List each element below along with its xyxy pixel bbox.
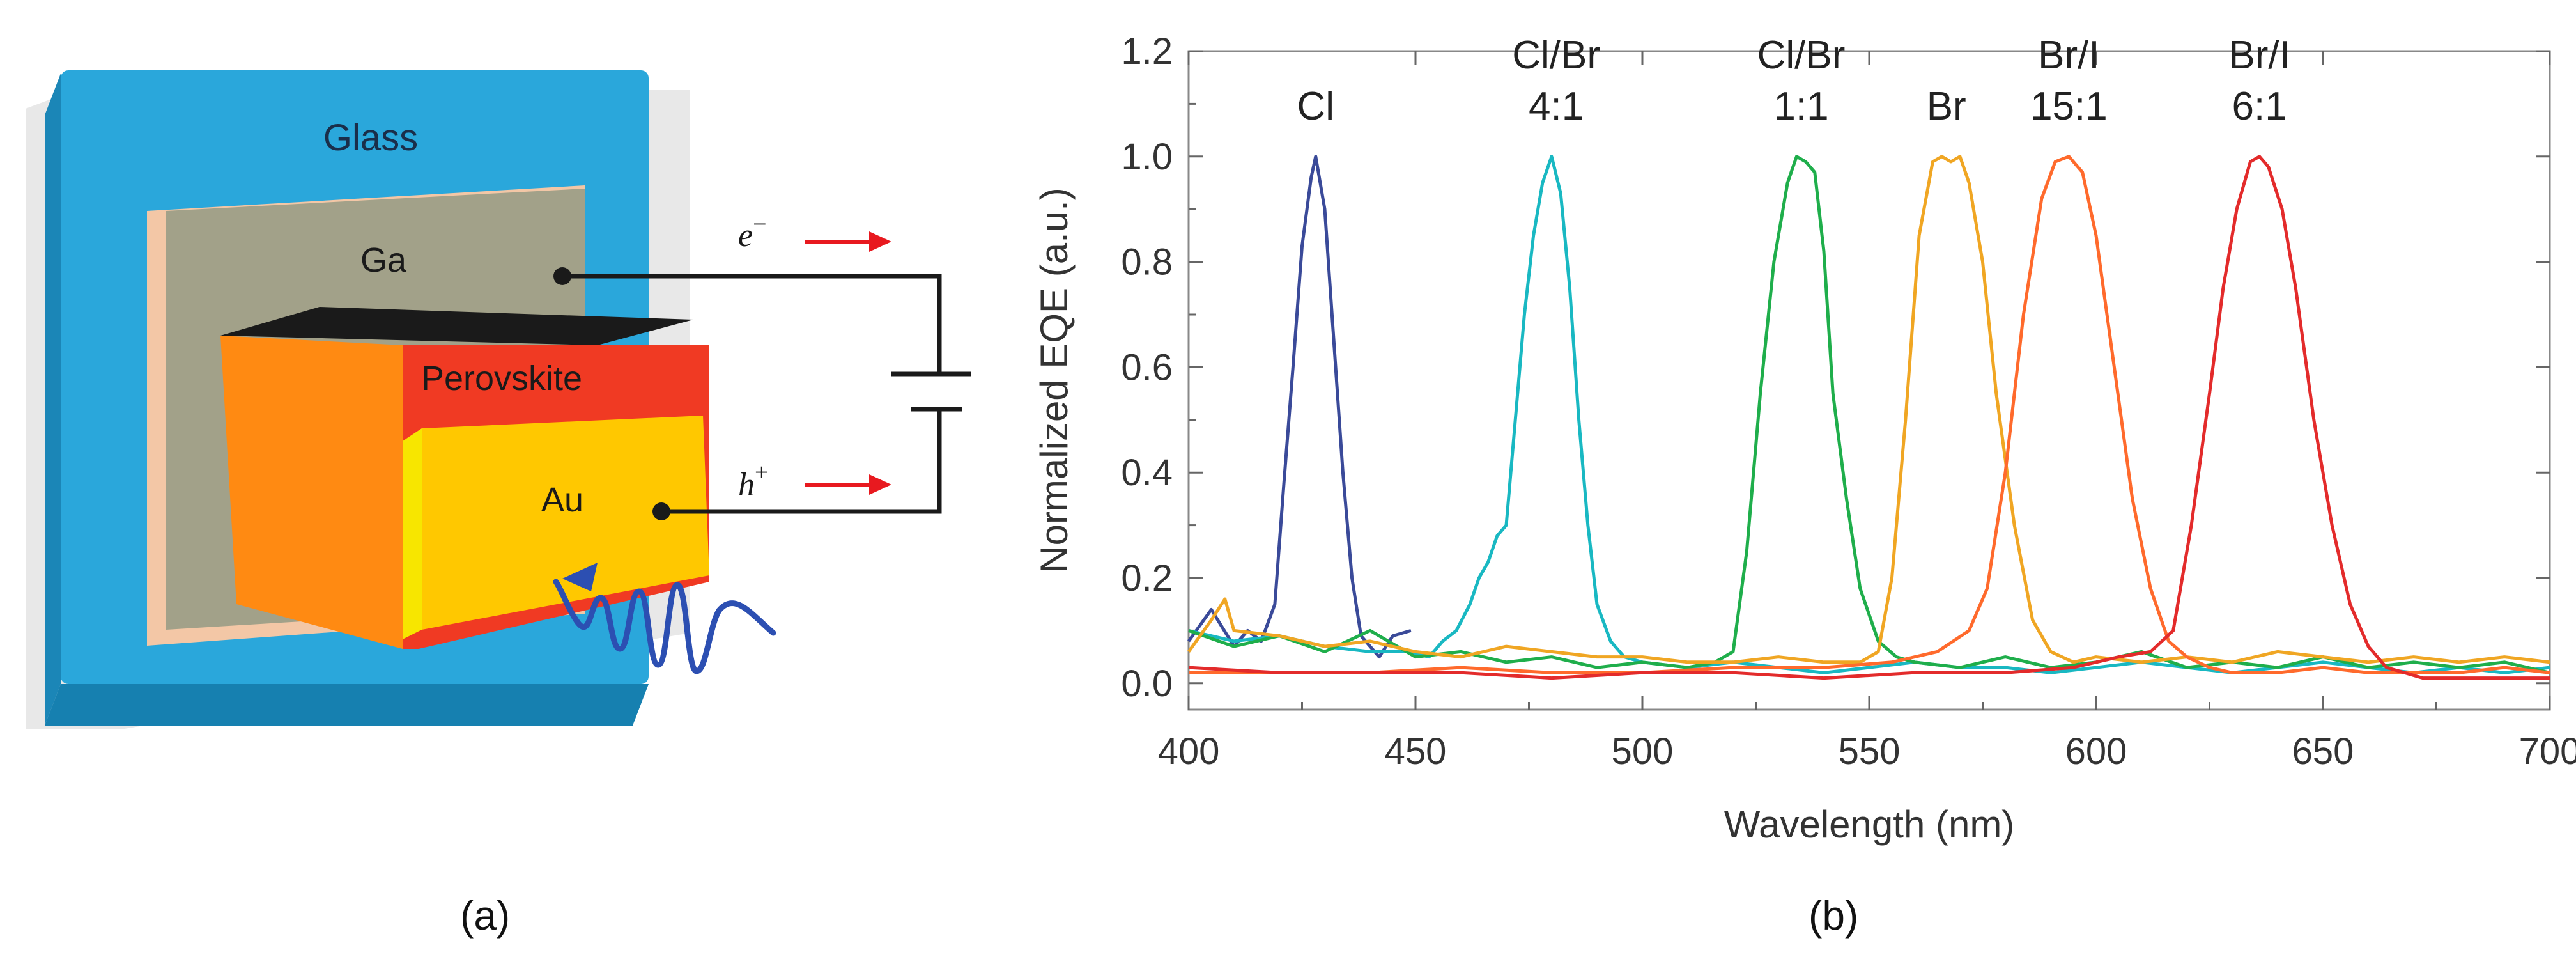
- x-tick-label: 600: [2065, 731, 2127, 772]
- y-tick-label: 1.0: [1121, 136, 1173, 178]
- y-tick-label: 0.4: [1121, 452, 1173, 494]
- series-line-cl-br-1-1: [1188, 155, 2550, 674]
- series-label-br-i-15-1: 15:1: [2030, 84, 2108, 129]
- ga-label: Ga: [360, 241, 407, 279]
- y-axis-title: Normalized EQE (a.u.): [1033, 187, 1076, 573]
- panel-a-caption: (a): [460, 892, 511, 939]
- perovskite-side: [220, 336, 403, 649]
- electron-label: e−: [738, 211, 767, 254]
- hole-label: h+: [738, 459, 768, 503]
- glass-label: Glass: [323, 117, 418, 159]
- series-line-cl: [1187, 155, 1412, 659]
- x-tick-label: 650: [2292, 731, 2354, 772]
- eqe-chart: 400 450 500 550 600 650 700 0.0 0.2 0.4 0.6 0.8 1.0 1…: [1033, 31, 2576, 846]
- y-tick-label: 0.6: [1121, 347, 1173, 388]
- x-tick-label: 500: [1612, 731, 1674, 772]
- au-label: Au: [541, 481, 583, 519]
- y-tick-label: 0.2: [1121, 557, 1173, 599]
- device-schematic-panel: Glass Ga Perovskite Au e− h+: [0, 0, 971, 963]
- series-label-br-i-15-1: Br/I: [2038, 33, 2099, 77]
- series-label-br-i-6-1: 6:1: [2232, 84, 2287, 129]
- y-tick-label: 0.0: [1121, 663, 1173, 705]
- x-tick-label: 400: [1158, 731, 1220, 772]
- series-label-cl-br-1-1: 1:1: [1773, 84, 1828, 129]
- hole-arrow: [805, 474, 891, 495]
- series-label-br: Br: [1927, 84, 1966, 129]
- panel-b-caption: (b): [1809, 892, 1859, 939]
- series-line-br-i-6-1: [1188, 155, 2550, 680]
- series-label-cl-br-4-1: Cl/Br: [1512, 33, 1600, 77]
- series-line-br-i-15-1: [1189, 155, 2550, 674]
- glass-side: [45, 74, 61, 726]
- light-wave-icon: [553, 563, 776, 674]
- au-contact: [422, 416, 709, 630]
- x-tick-label: 550: [1839, 731, 1901, 772]
- electron-arrow: [805, 231, 891, 252]
- au-contact-side: [403, 428, 422, 639]
- series-label-cl-br-4-1: 4:1: [1529, 84, 1584, 129]
- series-labels: Cl Cl/Br 4:1 Cl/Br 1:1 Br Br/I 15:1 Br/I 6:1: [1297, 33, 2290, 129]
- perovskite-top: [220, 307, 693, 345]
- device-schematic: Glass Ga Perovskite Au e− h+: [26, 70, 971, 729]
- y-tick-label: 1.2: [1121, 31, 1173, 72]
- x-axis-title: Wavelength (nm): [1724, 803, 2015, 846]
- wire-bottom: [661, 409, 942, 514]
- perovskite-label: Perovskite: [421, 359, 582, 398]
- axis-ticks: 400 450 500 550 600 650 700 0.0 0.2 0.4 0.6 0.8 1.0 1…: [1121, 31, 2576, 772]
- y-tick-label: 0.8: [1121, 242, 1173, 283]
- glass-bottom: [45, 684, 649, 726]
- x-tick-label: 700: [2519, 731, 2576, 772]
- series-label-br-i-6-1: Br/I: [2228, 33, 2290, 77]
- wire-top: [562, 274, 942, 374]
- eqe-chart-panel: 400 450 500 550 600 650 700 0.0 0.2 0.4 0.6 0.8 1.0 1…: [984, 0, 2576, 963]
- series-layer: [1187, 155, 2550, 680]
- x-tick-label: 450: [1385, 731, 1447, 772]
- series-line-br: [1187, 155, 2550, 664]
- series-label-cl: Cl: [1297, 84, 1335, 129]
- series-line-cl-br-4-1: [1188, 155, 2550, 674]
- series-label-cl-br-1-1: Cl/Br: [1757, 33, 1846, 77]
